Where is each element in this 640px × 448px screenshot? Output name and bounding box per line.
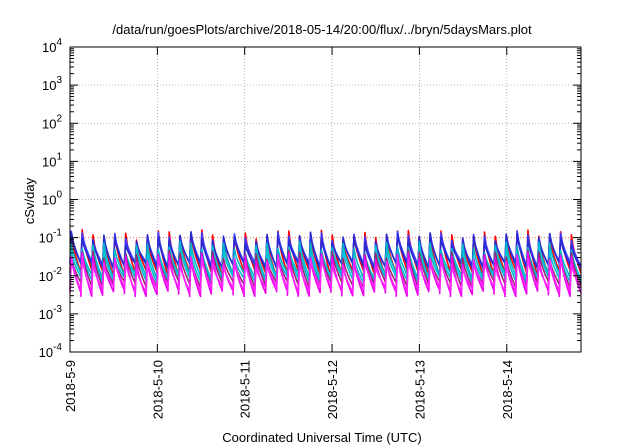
x-tick-label: 2018-5-13 [412,360,427,419]
y-tick-label: 101 [42,151,62,169]
y-axis-label: cSv/day [22,177,37,224]
series-group [69,228,582,298]
x-tick-label: 2018-5-10 [150,360,165,419]
y-tick-base: 10 [42,78,56,93]
y-tick-exponent: 3 [56,75,62,86]
y-tick-exponent: 0 [56,190,62,201]
y-tick-base: 10 [39,345,53,360]
y-tick-label: 10-4 [39,342,63,360]
x-tick-label: 2018-5-11 [238,360,253,418]
x-ticks: 2018-5-9 2018-5-10 2018-5-11 2018-5-12 2018-… [63,47,515,419]
x-tick-label: 2018-5-12 [325,360,340,419]
y-tick-label: 10-1 [39,228,63,246]
y-tick-base: 10 [42,116,56,131]
chart-title: /data/run/goesPlots/archive/2018-05-14/2… [112,22,532,37]
y-tick-label: 103 [42,75,62,93]
y-tick-exponent: -3 [53,304,62,315]
y-tick-exponent: 1 [56,151,62,162]
y-tick-base: 10 [39,269,53,284]
y-tick-exponent: 2 [56,113,62,124]
x-axis-label: Coordinated Universal Time (UTC) [222,430,421,445]
y-tick-base: 10 [42,40,56,55]
y-tick-exponent: 4 [56,37,62,48]
y-tick-exponent: -2 [53,266,62,277]
y-tick-base: 10 [42,193,56,208]
y-tick-label: 100 [42,190,62,208]
y-tick-exponent: -1 [53,228,62,239]
y-tick-base: 10 [39,231,53,246]
y-tick-label: 10-3 [39,304,63,322]
grid [70,47,581,352]
y-tick-base: 10 [39,307,53,322]
y-tick-label: 104 [42,37,62,55]
y-tick-base: 10 [42,154,56,169]
y-tick-label: 102 [42,113,62,131]
y-tick-exponent: -4 [53,342,62,353]
x-tick-label: 2018-5-9 [63,360,78,412]
x-tick-label: 2018-5-14 [500,360,515,419]
y-tick-label: 10-2 [39,266,63,284]
series-line [69,254,582,293]
